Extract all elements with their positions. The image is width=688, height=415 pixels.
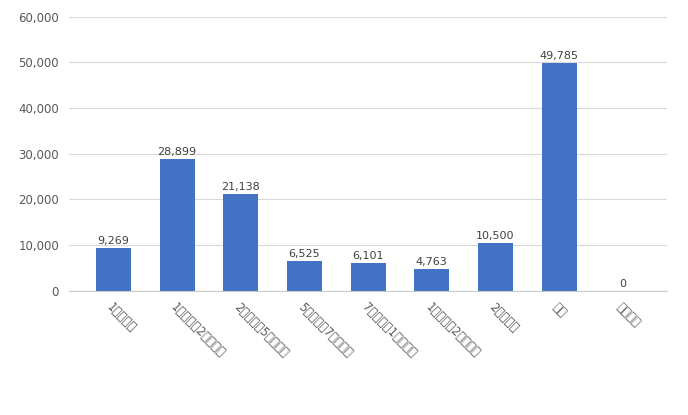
Bar: [414, 269, 449, 290]
Text: 49,785: 49,785: [539, 51, 579, 61]
Text: 6,525: 6,525: [289, 249, 320, 259]
Bar: [541, 63, 577, 290]
Text: 10,500: 10,500: [476, 231, 515, 241]
Bar: [224, 194, 258, 290]
Text: 21,138: 21,138: [222, 182, 260, 192]
Text: 6,101: 6,101: [352, 251, 384, 261]
Bar: [351, 263, 385, 290]
Bar: [160, 159, 195, 290]
Bar: [96, 248, 131, 290]
Bar: [287, 261, 322, 290]
Bar: [478, 242, 513, 290]
Text: 9,269: 9,269: [98, 237, 129, 247]
Text: 0: 0: [619, 279, 626, 289]
Text: 28,899: 28,899: [158, 147, 197, 157]
Text: 4,763: 4,763: [416, 257, 448, 267]
